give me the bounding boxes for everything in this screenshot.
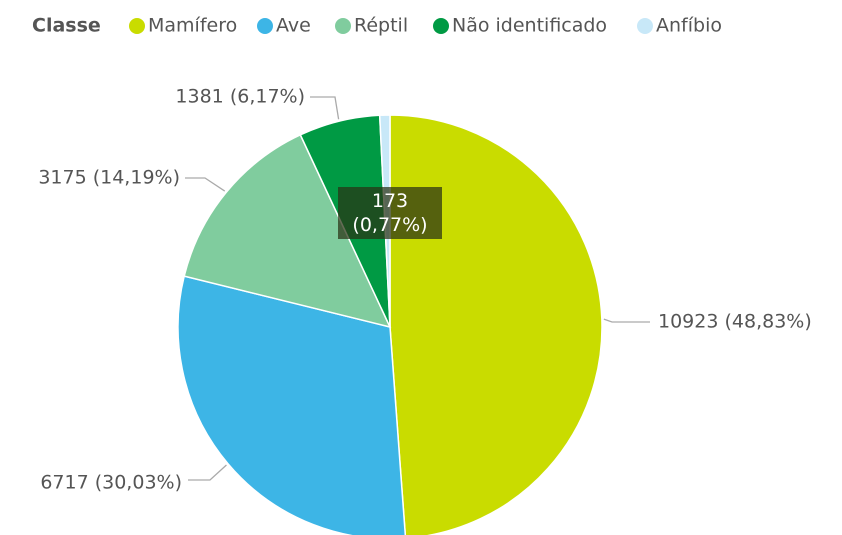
- data-label: 3175 (14,19%): [38, 167, 180, 189]
- pie-slice: [177, 275, 407, 535]
- legend-label: Anfíbio: [656, 15, 722, 37]
- legend-label: Não identificado: [452, 15, 607, 37]
- legend-swatch: [129, 18, 145, 34]
- leader-line: [185, 177, 226, 192]
- leader-line: [603, 318, 650, 323]
- legend-label: Ave: [276, 15, 311, 37]
- pie-slice: [389, 114, 603, 535]
- legend-swatch: [257, 18, 273, 34]
- legend-swatch: [637, 18, 653, 34]
- legend-swatch: [433, 18, 449, 34]
- legend-title: Classe: [32, 15, 101, 37]
- data-label: 173 (0,77%): [338, 187, 442, 239]
- pie-slice: [183, 133, 392, 329]
- leader-line: [188, 464, 227, 481]
- legend-swatch: [335, 18, 351, 34]
- legend-label: Réptil: [354, 15, 408, 37]
- data-label: 1381 (6,17%): [175, 86, 305, 108]
- leader-line: [310, 96, 340, 120]
- data-label: 10923 (48,83%): [658, 311, 812, 333]
- data-label: 6717 (30,03%): [40, 472, 182, 494]
- legend-label: Mamífero: [148, 15, 237, 37]
